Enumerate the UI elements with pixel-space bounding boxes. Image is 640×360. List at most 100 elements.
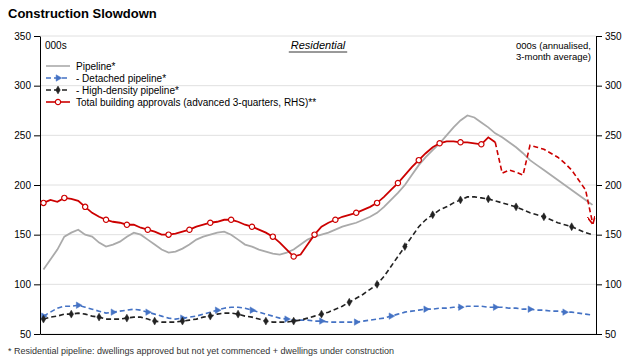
grid-line [40, 284, 596, 285]
marker [319, 310, 324, 318]
legend-label: - High-density pipeline* [76, 85, 179, 96]
marker [291, 317, 296, 325]
grid-line [40, 334, 596, 335]
marker [569, 223, 574, 231]
marker [208, 312, 213, 320]
marker [145, 227, 150, 232]
marker [542, 213, 547, 221]
tick-label: 50 [605, 329, 617, 340]
marker [486, 195, 491, 203]
tick-mark [34, 284, 40, 285]
tick: 200 [14, 180, 40, 191]
tick-label: 100 [605, 279, 622, 290]
marker [69, 310, 74, 318]
line [43, 115, 592, 269]
marker [374, 200, 379, 205]
marker [354, 210, 359, 215]
subtitle-underline [289, 52, 347, 53]
tick-label: 250 [605, 130, 622, 141]
marker [180, 317, 185, 325]
marker [111, 309, 117, 315]
tick-mark [34, 36, 40, 37]
marker [458, 140, 463, 145]
marker [479, 142, 484, 147]
marker [459, 304, 465, 310]
marker [187, 227, 192, 232]
marker [215, 307, 221, 313]
tick-mark [596, 334, 602, 335]
series [41, 195, 592, 325]
label-line: 000s (annualised, [516, 40, 591, 51]
marker [333, 217, 338, 222]
tick: 50 [596, 329, 617, 340]
marker [146, 309, 152, 315]
marker [437, 141, 442, 146]
marker [208, 220, 213, 225]
line [43, 197, 592, 322]
marker [375, 280, 380, 288]
marker [291, 254, 296, 259]
tick: 150 [596, 229, 622, 240]
marker [83, 204, 88, 209]
marker [76, 302, 82, 308]
tick-label: 250 [14, 130, 31, 141]
marker [264, 317, 269, 325]
label-line: 3-month average) [516, 51, 591, 62]
legend-entry: Total building approvals (advanced 3-qua… [46, 97, 316, 108]
legend: Pipeline*- Detached pipeline*- High-dens… [46, 61, 316, 108]
grid [40, 36, 596, 334]
marker [424, 306, 430, 312]
footnote: * Residential pipeline: dwellings approv… [8, 346, 394, 356]
tick: 350 [14, 31, 40, 42]
marker [563, 309, 569, 315]
grid-line [40, 135, 596, 136]
marker [458, 196, 463, 204]
tick-mark [596, 185, 602, 186]
tick: 300 [14, 80, 40, 91]
tick: 250 [14, 130, 40, 141]
marker [395, 180, 400, 185]
marker [270, 234, 275, 239]
line [43, 305, 592, 322]
tick-mark [34, 135, 40, 136]
tick-mark [34, 185, 40, 186]
marker [320, 318, 326, 324]
tick-mark [596, 36, 602, 37]
marker [124, 222, 129, 227]
series [43, 115, 592, 269]
legend-label: Total building approvals (advanced 3-qua… [76, 97, 316, 108]
tick-label: 150 [605, 229, 622, 240]
y-axis-label: 000s [45, 40, 67, 51]
legend-marker [55, 99, 60, 104]
marker [236, 310, 241, 318]
line [495, 142, 592, 222]
tick-mark [34, 334, 40, 335]
tick: 300 [596, 80, 622, 91]
marker [97, 313, 102, 321]
tick-label: 200 [14, 180, 31, 191]
series [41, 137, 495, 259]
marker [354, 319, 360, 325]
tick-label: 350 [605, 31, 622, 42]
tick-mark [596, 86, 602, 87]
legend-entry: - High-density pipeline* [46, 85, 179, 96]
marker [514, 203, 519, 211]
legend-label: Pipeline* [76, 61, 116, 72]
legend-entry: Pipeline* [46, 61, 116, 72]
tick-mark [596, 284, 602, 285]
plot-area [41, 115, 593, 325]
tick-mark [596, 235, 602, 236]
tick-label: 100 [14, 279, 31, 290]
tick: 100 [14, 279, 40, 290]
y2-axis-label: 000s (annualised,3-month average) [516, 40, 591, 62]
axis-line [40, 37, 41, 335]
marker [103, 217, 108, 222]
tick-mark [596, 135, 602, 136]
marker [528, 306, 534, 312]
tick-label: 150 [14, 229, 31, 240]
subtitle: Residential [291, 39, 346, 51]
y2-axis: 50 100 150 200 250 300 350 [596, 31, 622, 340]
marker [41, 315, 46, 323]
tick-label: 200 [605, 180, 622, 191]
tick: 200 [596, 180, 622, 191]
